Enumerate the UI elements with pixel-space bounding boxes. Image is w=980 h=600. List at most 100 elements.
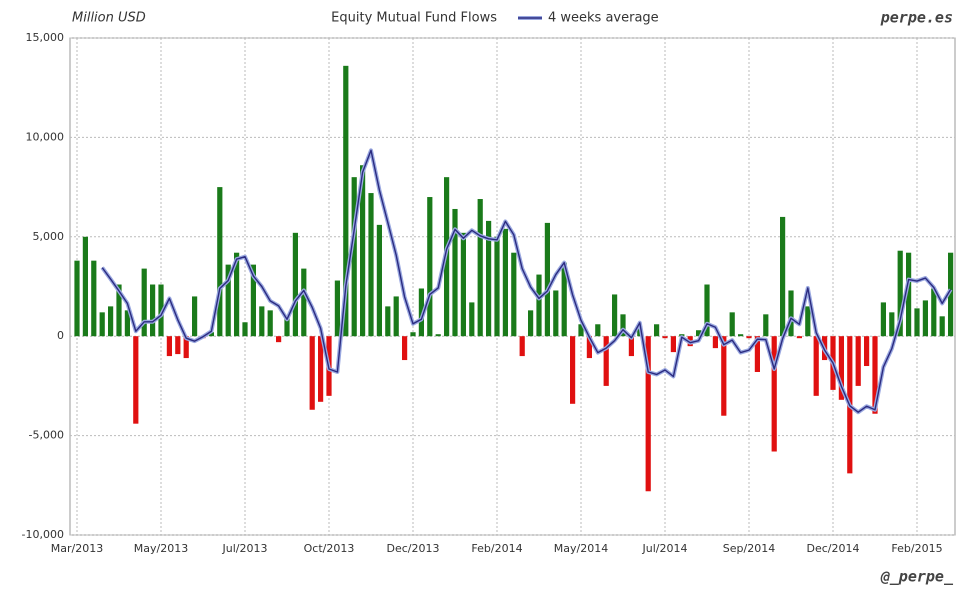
bar	[410, 332, 416, 337]
bar	[192, 296, 198, 337]
bar	[738, 334, 744, 337]
bar	[116, 284, 122, 337]
bar	[301, 268, 307, 337]
bar	[914, 308, 920, 337]
bar	[721, 336, 727, 416]
bar	[242, 322, 248, 337]
x-tick-label: May/2013	[134, 542, 188, 555]
bar	[645, 336, 651, 492]
x-tick-label: May/2014	[554, 542, 608, 555]
bar	[528, 310, 534, 337]
bar	[418, 288, 424, 337]
bar	[183, 336, 189, 359]
bar	[402, 336, 408, 361]
bar	[486, 220, 492, 337]
bar	[141, 268, 147, 337]
y-tick-label: 15,000	[26, 31, 65, 44]
bar	[771, 336, 777, 452]
bar	[99, 312, 105, 337]
bar	[838, 336, 844, 400]
bar	[931, 288, 937, 337]
bar	[906, 252, 912, 337]
chart-title: Equity Mutual Fund Flows	[331, 11, 497, 26]
bar	[74, 260, 80, 337]
bar	[292, 232, 298, 337]
bar	[225, 264, 231, 337]
y-axis-label: Million USD	[72, 11, 146, 26]
bar	[393, 296, 399, 337]
bar	[108, 306, 114, 337]
bar	[544, 222, 550, 337]
bar	[133, 336, 139, 424]
bar	[570, 336, 576, 404]
x-tick-label: Jul/2014	[642, 542, 688, 555]
bar	[696, 330, 702, 337]
bar	[91, 260, 97, 337]
bar	[746, 336, 752, 339]
bar	[805, 306, 811, 337]
bar	[376, 224, 382, 337]
bar	[360, 165, 366, 337]
bar	[469, 302, 475, 337]
bar	[595, 324, 601, 337]
average-line	[101, 149, 952, 413]
x-tick-label: Dec/2013	[387, 542, 440, 555]
bar	[259, 306, 265, 337]
bar	[284, 318, 290, 337]
bar	[670, 336, 676, 353]
bar	[208, 332, 214, 337]
bar	[796, 336, 802, 339]
bar	[435, 334, 441, 337]
bar	[502, 228, 508, 337]
bar	[880, 302, 886, 337]
bar	[763, 314, 769, 337]
brand: perpe.es	[880, 9, 953, 27]
bar	[578, 324, 584, 337]
bar	[628, 336, 634, 357]
bar	[948, 252, 954, 337]
bar	[217, 187, 223, 337]
bar	[561, 262, 567, 337]
bar	[334, 280, 340, 337]
bar	[897, 250, 903, 337]
y-tick-label: -10,000	[22, 528, 64, 541]
y-tick-label: 5,000	[33, 230, 65, 243]
y-tick-label: -5,000	[29, 429, 64, 442]
bar	[452, 208, 458, 337]
bar	[276, 336, 282, 343]
bar	[124, 310, 130, 337]
bar	[729, 312, 735, 337]
bar	[460, 232, 466, 337]
x-tick-label: Oct/2013	[304, 542, 355, 555]
bar	[620, 314, 626, 337]
bar	[511, 252, 517, 337]
bar	[586, 336, 592, 359]
bar	[309, 336, 315, 410]
bar	[603, 336, 609, 386]
bar	[82, 236, 88, 337]
bar	[175, 336, 181, 355]
bar	[318, 336, 324, 402]
x-tick-label: Feb/2014	[471, 542, 522, 555]
bar	[250, 264, 256, 337]
bar	[662, 336, 668, 339]
bar	[813, 336, 819, 396]
bar	[780, 216, 786, 337]
bar	[754, 336, 760, 372]
legend-label: 4 weeks average	[548, 11, 659, 26]
bar	[712, 336, 718, 349]
bar	[872, 336, 878, 414]
bar	[494, 236, 500, 337]
bar	[343, 65, 349, 337]
bar	[427, 197, 433, 337]
bar	[150, 284, 156, 337]
bar	[788, 290, 794, 337]
bar	[477, 199, 483, 337]
bar	[158, 284, 164, 337]
credit: @_perpe_	[880, 568, 954, 586]
x-tick-label: Jul/2013	[222, 542, 268, 555]
bar	[654, 324, 660, 337]
y-tick-label: 10,000	[26, 130, 65, 143]
bar	[385, 306, 391, 337]
